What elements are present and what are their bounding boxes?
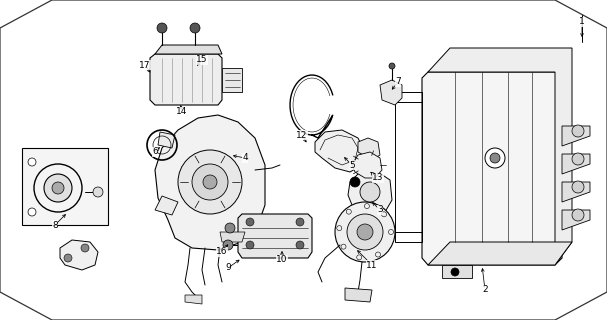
Circle shape xyxy=(157,23,167,33)
Polygon shape xyxy=(428,242,572,265)
Polygon shape xyxy=(150,54,222,105)
Text: 3: 3 xyxy=(377,205,383,214)
Text: 4: 4 xyxy=(242,154,248,163)
Circle shape xyxy=(190,23,200,33)
Circle shape xyxy=(246,241,254,249)
Polygon shape xyxy=(60,240,98,270)
Polygon shape xyxy=(358,138,380,160)
Circle shape xyxy=(572,181,584,193)
Text: 17: 17 xyxy=(139,60,151,69)
Circle shape xyxy=(335,202,395,262)
Polygon shape xyxy=(158,132,175,148)
Polygon shape xyxy=(155,45,222,54)
Text: 12: 12 xyxy=(296,131,308,140)
Circle shape xyxy=(572,153,584,165)
Polygon shape xyxy=(562,210,590,230)
Polygon shape xyxy=(155,196,178,215)
Text: 7: 7 xyxy=(395,77,401,86)
Circle shape xyxy=(296,241,304,249)
Circle shape xyxy=(246,218,254,226)
Polygon shape xyxy=(315,130,365,172)
Circle shape xyxy=(223,240,233,250)
Circle shape xyxy=(44,174,72,202)
Text: 1: 1 xyxy=(579,18,585,27)
Circle shape xyxy=(52,182,64,194)
Circle shape xyxy=(64,254,72,262)
Circle shape xyxy=(28,158,36,166)
Polygon shape xyxy=(222,68,242,92)
Polygon shape xyxy=(220,232,245,242)
Polygon shape xyxy=(442,265,472,278)
Polygon shape xyxy=(422,72,562,265)
Text: 8: 8 xyxy=(52,220,58,229)
Circle shape xyxy=(225,223,235,233)
Polygon shape xyxy=(562,126,590,146)
Circle shape xyxy=(192,164,228,200)
Circle shape xyxy=(485,148,505,168)
Text: 5: 5 xyxy=(349,161,355,170)
Text: 6: 6 xyxy=(152,148,158,156)
Text: 14: 14 xyxy=(176,108,188,116)
Circle shape xyxy=(296,218,304,226)
Text: 10: 10 xyxy=(276,255,288,265)
Circle shape xyxy=(203,175,217,189)
Circle shape xyxy=(28,208,36,216)
Polygon shape xyxy=(348,172,392,215)
Circle shape xyxy=(451,268,459,276)
Polygon shape xyxy=(185,295,202,304)
Text: 15: 15 xyxy=(196,55,208,65)
Text: 9: 9 xyxy=(225,263,231,273)
Circle shape xyxy=(572,209,584,221)
Text: 2: 2 xyxy=(482,285,488,294)
Text: 13: 13 xyxy=(372,173,384,182)
Polygon shape xyxy=(345,288,372,302)
Polygon shape xyxy=(250,216,272,235)
Circle shape xyxy=(347,214,383,250)
Circle shape xyxy=(81,244,89,252)
Polygon shape xyxy=(238,214,312,258)
Circle shape xyxy=(357,224,373,240)
Text: 16: 16 xyxy=(216,247,228,257)
Circle shape xyxy=(389,63,395,69)
Circle shape xyxy=(360,182,380,202)
Circle shape xyxy=(178,150,242,214)
Circle shape xyxy=(350,177,360,187)
Polygon shape xyxy=(428,48,572,265)
Polygon shape xyxy=(380,80,402,105)
Polygon shape xyxy=(562,154,590,174)
Circle shape xyxy=(93,187,103,197)
Polygon shape xyxy=(155,115,265,250)
Polygon shape xyxy=(562,182,590,202)
Polygon shape xyxy=(22,148,108,225)
Circle shape xyxy=(572,125,584,137)
Text: 11: 11 xyxy=(366,260,378,269)
Circle shape xyxy=(490,153,500,163)
Polygon shape xyxy=(352,152,382,178)
